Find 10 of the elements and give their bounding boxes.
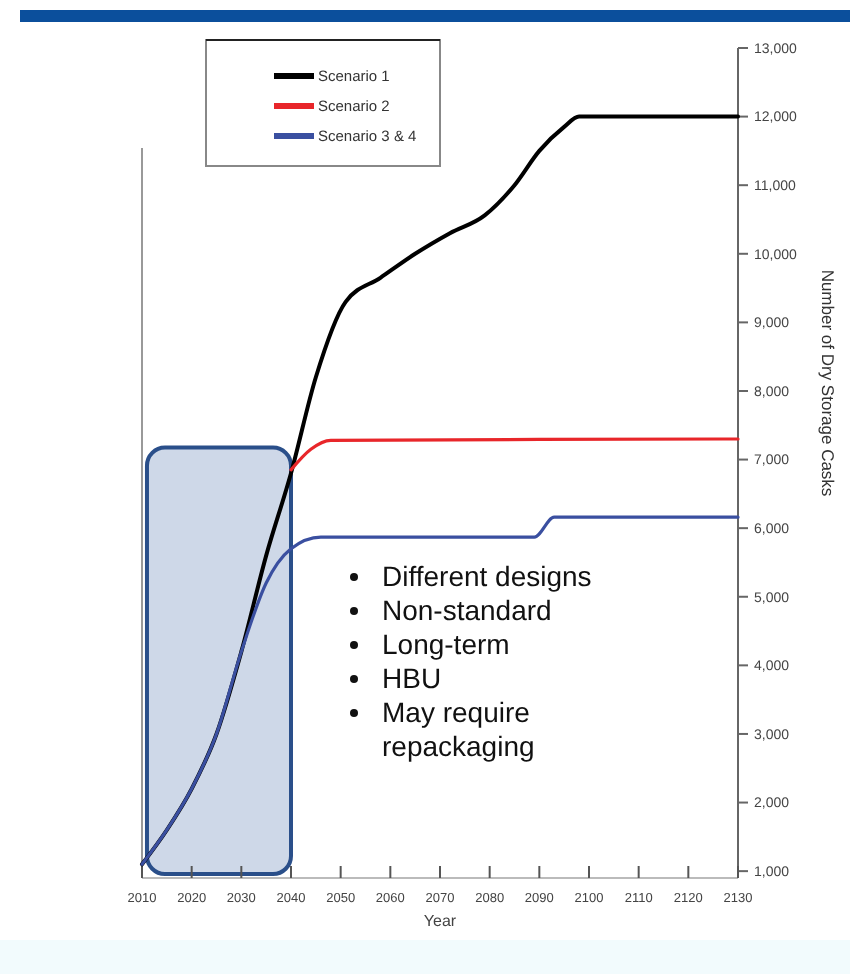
line-series bbox=[289, 437, 740, 472]
line-series bbox=[140, 515, 740, 866]
annotation: Non-standard bbox=[382, 594, 552, 626]
annotation: HBU bbox=[382, 662, 442, 694]
line-series bbox=[140, 114, 740, 867]
annotation: Long-term bbox=[382, 628, 510, 660]
annotation: May require repackaging bbox=[382, 696, 535, 762]
x-axis-title: Year bbox=[423, 912, 457, 930]
y-axis-title: Number of Dry Storage Casks bbox=[818, 269, 838, 497]
annotation: Different designs bbox=[382, 560, 592, 592]
